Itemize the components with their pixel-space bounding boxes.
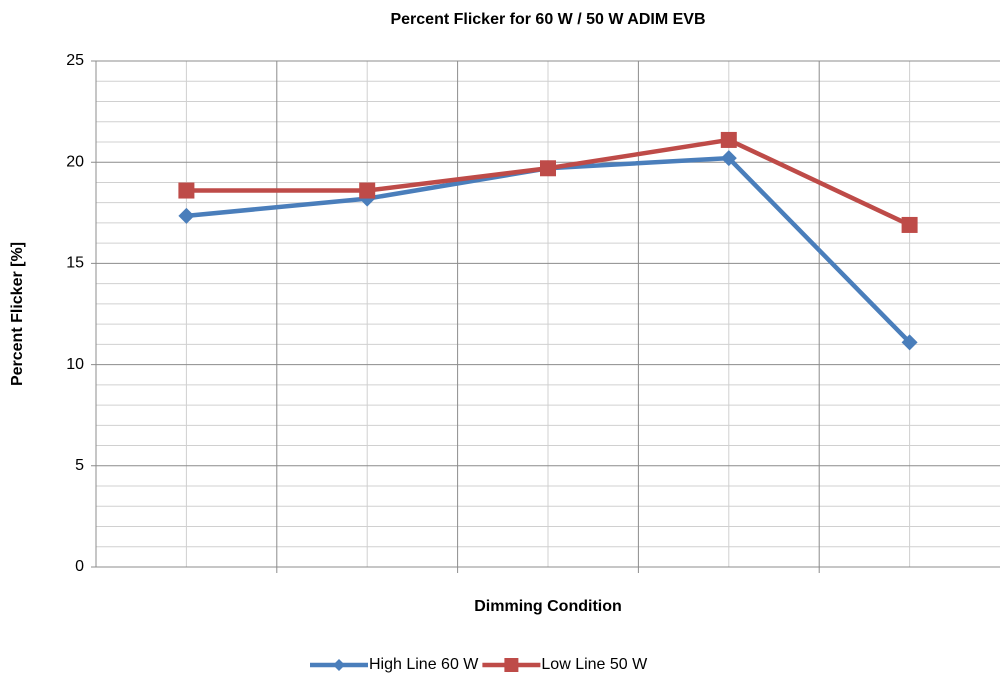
x-axis-label: Dimming Condition xyxy=(474,598,622,615)
point-marker xyxy=(720,150,737,167)
y-tick-label: 10 xyxy=(66,356,84,373)
y-tick-label: 15 xyxy=(66,255,84,272)
y-tick-label: 25 xyxy=(66,52,84,69)
point-marker xyxy=(720,131,737,148)
point-marker xyxy=(178,182,195,199)
point-marker xyxy=(540,160,556,177)
y-tick-label: 20 xyxy=(66,153,84,170)
y-axis-label: Percent Flicker [%] xyxy=(9,242,26,386)
legend-marker xyxy=(504,658,519,672)
legend-label: Low Line 50 W xyxy=(541,656,648,673)
legend-label: High Line 60 W xyxy=(369,656,479,673)
legend: High Line 60 W Low Line 50 W xyxy=(310,656,648,673)
chart-title: Percent Flicker for 60 W / 50 W ADIM EVB xyxy=(390,11,705,28)
point-marker xyxy=(359,182,376,199)
point-marker xyxy=(901,216,918,233)
point-marker xyxy=(901,334,918,351)
legend-marker xyxy=(333,659,345,671)
y-tick-label: 0 xyxy=(75,558,84,575)
y-tick-label: 5 xyxy=(75,457,84,474)
point-marker xyxy=(178,207,195,224)
